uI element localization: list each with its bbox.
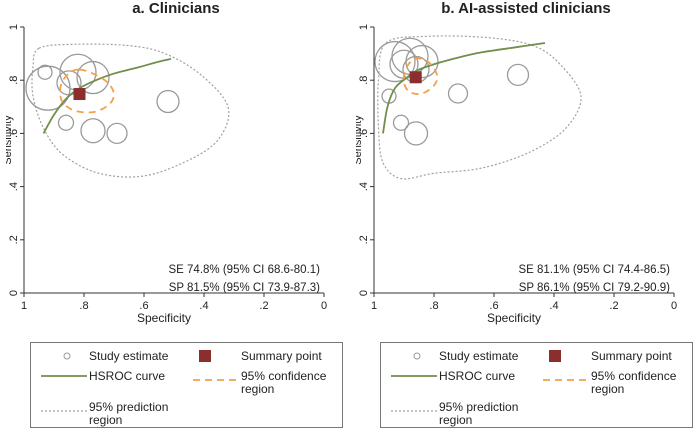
x-tick-label: .6 — [139, 300, 148, 312]
x-tick-label: 1 — [371, 300, 377, 312]
y-tick-label: 1 — [358, 24, 370, 30]
legend-label: 95% confidence region — [241, 369, 327, 396]
summary-point-symbol — [199, 350, 211, 362]
confidence-line-symbol — [543, 379, 589, 381]
confidence-line-symbol — [193, 379, 239, 381]
x-tick-label: 0 — [671, 300, 677, 312]
x-axis-label: Specificity — [487, 311, 541, 325]
y-tick-label: 0 — [358, 290, 370, 296]
legend-summary-point: Summary point — [541, 350, 672, 363]
hsroc-curve — [382, 42, 546, 134]
x-tick-label: 0 — [321, 300, 327, 312]
x-tick-label: .8 — [429, 300, 438, 312]
legend-label: Study estimate — [89, 349, 169, 363]
summary-point — [409, 71, 422, 84]
legend-hsroc-curve: HSROC curve — [39, 370, 165, 383]
prediction-line-symbol — [41, 410, 87, 412]
legend-study-estimate: Study estimate — [389, 350, 518, 363]
y-axis-label: Sensitivity — [356, 115, 364, 165]
y-tick-label: .2 — [358, 235, 370, 244]
legend-label: Summary point — [241, 349, 322, 363]
x-tick-label: .4 — [549, 300, 558, 312]
legend-label: Study estimate — [439, 349, 519, 363]
y-tick-label: 1 — [8, 24, 20, 30]
legend-hsroc-curve: HSROC curve — [389, 370, 515, 383]
summary-point-symbol — [549, 350, 561, 362]
x-tick-label: .4 — [199, 300, 208, 312]
x-tick-label: .8 — [79, 300, 88, 312]
summary-point — [73, 88, 86, 101]
study-estimate-symbol — [63, 352, 71, 360]
x-axis-label: Specificity — [137, 311, 191, 325]
study-estimate-point — [106, 122, 128, 145]
legend-label: 95% confidence region — [591, 369, 677, 396]
chart-title: b. AI-assisted clinicians — [441, 0, 611, 17]
study-estimate-point — [76, 60, 110, 95]
x-tick-label: 1 — [21, 300, 27, 312]
legend-prediction-region: 95% prediction region — [39, 401, 209, 427]
y-tick-label: .8 — [358, 76, 370, 85]
study-estimate-point — [80, 118, 106, 144]
hsroc-curve — [42, 58, 172, 134]
legend-study-estimate: Study estimate — [39, 350, 168, 363]
annotation-text: SP 86.1% (95% CI 79.2-90.9) — [519, 282, 670, 294]
study-estimate-symbol — [413, 352, 421, 360]
legend-confidence-region: 95% confidence region — [541, 370, 681, 396]
legend: Study estimate Summary point HSROC curve… — [30, 342, 343, 428]
study-estimate-point — [37, 64, 53, 80]
confidence-region — [59, 68, 115, 114]
y-tick-label: .2 — [8, 235, 20, 244]
study-estimate-point — [506, 63, 530, 87]
y-tick-label: .4 — [8, 182, 20, 191]
legend: Study estimate Summary point HSROC curve… — [380, 342, 693, 428]
x-tick-label: .2 — [259, 300, 268, 312]
confidence-region — [402, 57, 439, 95]
legend-label: HSROC curve — [439, 369, 516, 383]
chart-plot-b: 0 .2 .4 .6 .8 1 1 .8 .6 .4 .2 0 Sensitivity Specifici… — [356, 24, 677, 325]
prediction-region — [377, 35, 582, 180]
study-estimate-point — [392, 114, 410, 131]
y-axis-label: Sensitivity — [6, 115, 14, 165]
study-estimate-point — [374, 40, 416, 83]
prediction-line-symbol — [391, 410, 437, 412]
legend-label: 95% prediction region — [439, 400, 519, 427]
legend-label: HSROC curve — [89, 369, 166, 383]
chart-panel-b: b. AI-assisted clinicians 0 .2 .4 .6 .8 1 1 .8.… — [356, 0, 696, 430]
study-estimate-point — [156, 89, 180, 114]
annotation-text: SP 81.5% (95% CI 73.9-87.3) — [169, 282, 320, 294]
legend-label: Summary point — [591, 349, 672, 363]
annotation-text: SE 74.8% (95% CI 68.6-80.1) — [169, 264, 321, 276]
y-tick-label: .8 — [8, 76, 20, 85]
legend-confidence-region: 95% confidence region — [191, 370, 331, 396]
chart-title: a. Clinicians — [132, 0, 220, 17]
legend-label: 95% prediction region — [89, 400, 169, 427]
y-tick-label: .6 — [8, 129, 20, 138]
study-estimate-point — [57, 114, 75, 131]
x-tick-label: .2 — [609, 300, 618, 312]
hsroc-line-symbol — [391, 375, 437, 377]
y-tick-label: .6 — [358, 129, 370, 138]
hsroc-line-symbol — [41, 375, 87, 377]
study-estimate-point — [403, 121, 429, 146]
legend-summary-point: Summary point — [191, 350, 322, 363]
x-tick-label: .6 — [489, 300, 498, 312]
legend-prediction-region: 95% prediction region — [389, 401, 559, 427]
study-estimate-point — [447, 83, 469, 104]
y-tick-label: 0 — [8, 290, 20, 296]
chart-plot-a: 0 .2 .4 .6 .8 1 1 .8 .6 .4 .2 0 Sensitivity Specifici… — [6, 24, 327, 325]
annotation-text: SE 81.1% (95% CI 74.4-86.5) — [519, 264, 671, 276]
chart-panel-a: a. Clinicians 0 .2 .4 .6 .8 1 1 .8 .6 .4 .2 0 Sensit… — [6, 0, 346, 430]
y-tick-label: .4 — [358, 182, 370, 191]
